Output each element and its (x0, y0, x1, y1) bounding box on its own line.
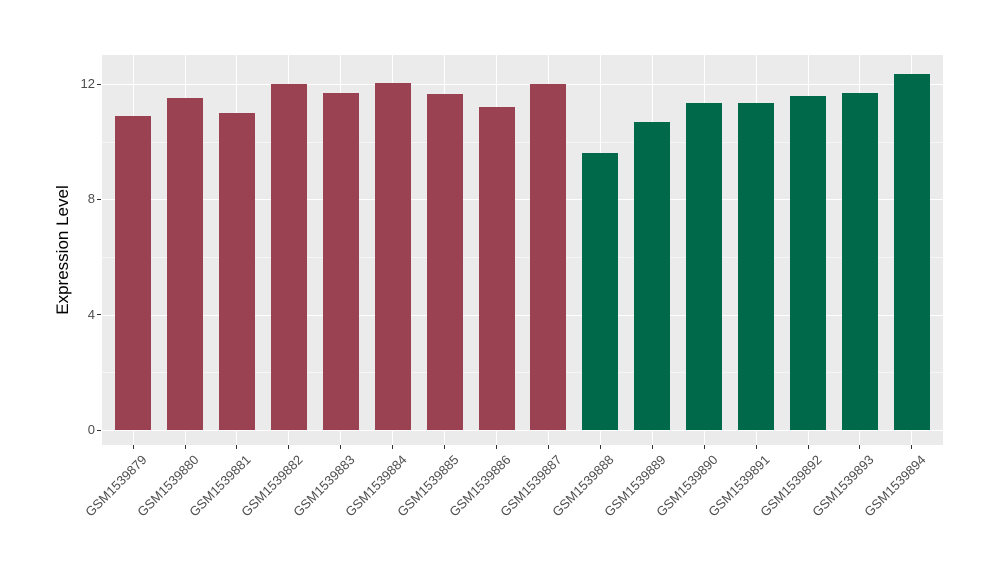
gridline-minor-y10 (102, 141, 943, 143)
x-tick-mark-4 (288, 445, 290, 449)
y-tick-mark-0 (97, 429, 101, 431)
x-tick-mark-5 (340, 445, 342, 449)
gridline-major-y8 (102, 199, 943, 201)
x-tick-mark-16 (911, 445, 913, 449)
bar-GSM1539885 (426, 94, 463, 430)
x-tick-mark-12 (703, 445, 705, 449)
bar-GSM1539883 (322, 92, 359, 430)
bar-GSM1539887 (530, 84, 567, 430)
bar-GSM1539890 (686, 102, 723, 430)
gridline-major-y12 (102, 84, 943, 86)
x-tick-mark-6 (392, 445, 394, 449)
bar-GSM1539894 (893, 73, 930, 430)
x-tick-mark-9 (547, 445, 549, 449)
y-tick-label-4: 4 (87, 306, 95, 322)
x-tick-mark-1 (132, 445, 134, 449)
gridline-minor-y6 (102, 257, 943, 259)
x-tick-mark-8 (496, 445, 498, 449)
x-tick-mark-7 (444, 445, 446, 449)
x-tick-mark-15 (859, 445, 861, 449)
bar-GSM1539879 (115, 115, 152, 430)
y-tick-mark-12 (97, 83, 101, 85)
bar-GSM1539881 (218, 112, 255, 430)
gridline-minor-y2 (102, 372, 943, 374)
bar-GSM1539891 (738, 102, 775, 430)
bar-GSM1539882 (270, 84, 307, 430)
x-tick-mark-2 (184, 445, 186, 449)
x-tick-mark-3 (236, 445, 238, 449)
gridline-major-y4 (102, 314, 943, 316)
gridline-major-y0 (102, 430, 943, 431)
y-tick-label-0: 0 (87, 422, 95, 437)
y-tick-label-12: 12 (80, 76, 95, 92)
bar-GSM1539888 (582, 153, 619, 430)
bar-GSM1539889 (634, 121, 671, 430)
x-tick-mark-11 (651, 445, 653, 449)
y-tick-mark-8 (97, 198, 101, 200)
bar-GSM1539892 (790, 95, 827, 430)
bar-GSM1539893 (841, 92, 878, 430)
plot-panel (102, 55, 943, 445)
bar-GSM1539884 (374, 82, 411, 430)
bar-GSM1539886 (478, 107, 515, 430)
y-tick-label-8: 8 (87, 191, 95, 207)
bar-GSM1539880 (167, 98, 204, 430)
x-tick-mark-14 (807, 445, 809, 449)
x-tick-mark-13 (755, 445, 757, 449)
y-tick-mark-4 (97, 314, 101, 316)
x-tick-mark-10 (599, 445, 601, 449)
